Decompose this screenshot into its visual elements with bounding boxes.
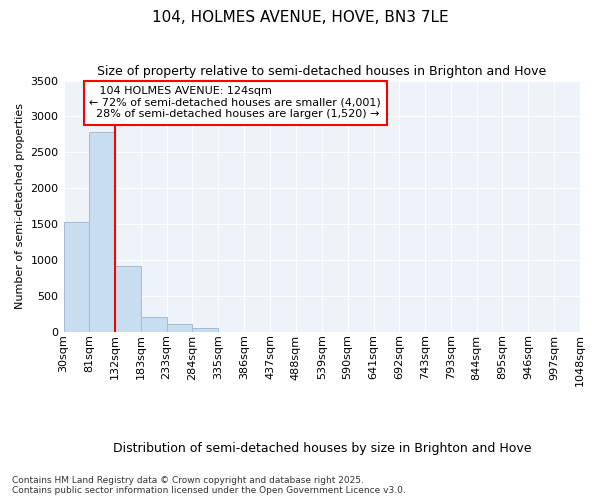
- Text: Contains HM Land Registry data © Crown copyright and database right 2025.
Contai: Contains HM Land Registry data © Crown c…: [12, 476, 406, 495]
- Bar: [141, 316, 167, 332]
- Bar: [167, 324, 193, 332]
- Title: Size of property relative to semi-detached houses in Brighton and Hove: Size of property relative to semi-detach…: [97, 65, 547, 78]
- Bar: [64, 222, 89, 332]
- Text: 104 HOLMES AVENUE: 124sqm
← 72% of semi-detached houses are smaller (4,001)
  28: 104 HOLMES AVENUE: 124sqm ← 72% of semi-…: [89, 86, 381, 120]
- Y-axis label: Number of semi-detached properties: Number of semi-detached properties: [15, 103, 25, 309]
- Text: 104, HOLMES AVENUE, HOVE, BN3 7LE: 104, HOLMES AVENUE, HOVE, BN3 7LE: [152, 10, 448, 25]
- Bar: [115, 266, 141, 332]
- Bar: [193, 328, 218, 332]
- X-axis label: Distribution of semi-detached houses by size in Brighton and Hove: Distribution of semi-detached houses by …: [113, 442, 531, 455]
- Bar: [89, 132, 115, 332]
